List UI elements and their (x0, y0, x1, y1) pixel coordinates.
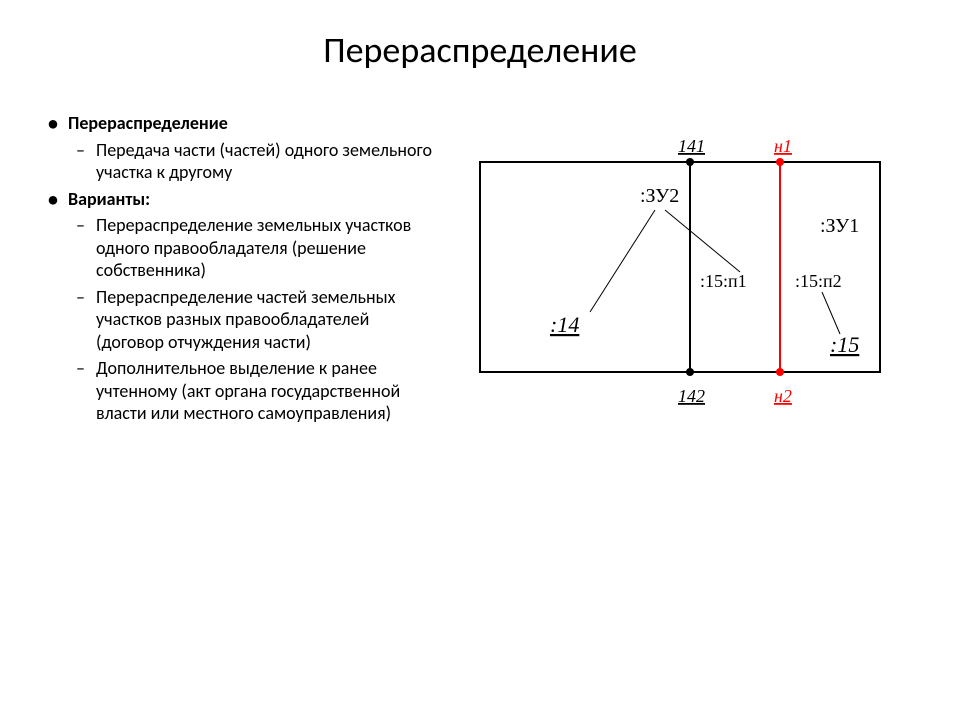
svg-text:н1: н1 (774, 136, 792, 156)
parcel-diagram: 141 н1 142 н2 :ЗУ2 :ЗУ1 :15:п1 :15:п2 :14 :15 (440, 112, 920, 432)
svg-text::14: :14 (550, 312, 579, 337)
content-row: Перераспределение Передача части (частей… (0, 72, 960, 432)
diagram-container: 141 н1 142 н2 :ЗУ2 :ЗУ1 :15:п1 :15:п2 :14 :15 (440, 112, 920, 432)
bullet-variants: Варианты: (40, 188, 440, 211)
svg-text:142: 142 (678, 386, 705, 406)
svg-text:141: 141 (678, 136, 705, 156)
svg-text::15:п2: :15:п2 (795, 271, 842, 291)
slide-title: Перераспределение (0, 0, 960, 72)
bullet-transfer: Передача части (частей) одного земельног… (40, 139, 440, 184)
svg-text:н2: н2 (774, 386, 792, 406)
bullet-redistribution: Перераспределение (40, 112, 440, 135)
bullet-list: Перераспределение Передача части (частей… (40, 112, 440, 432)
svg-text::15:п1: :15:п1 (700, 271, 747, 291)
bullet-v1: Перераспределение земельных участков одн… (40, 214, 440, 282)
bullet-v2: Перераспределение частей земельных участ… (40, 286, 440, 354)
svg-text::ЗУ1: :ЗУ1 (820, 215, 859, 237)
svg-text::15: :15 (830, 332, 859, 357)
svg-text::ЗУ2: :ЗУ2 (640, 185, 679, 207)
bullet-v3: Дополнительное выделение к ранее учтенно… (40, 357, 440, 425)
